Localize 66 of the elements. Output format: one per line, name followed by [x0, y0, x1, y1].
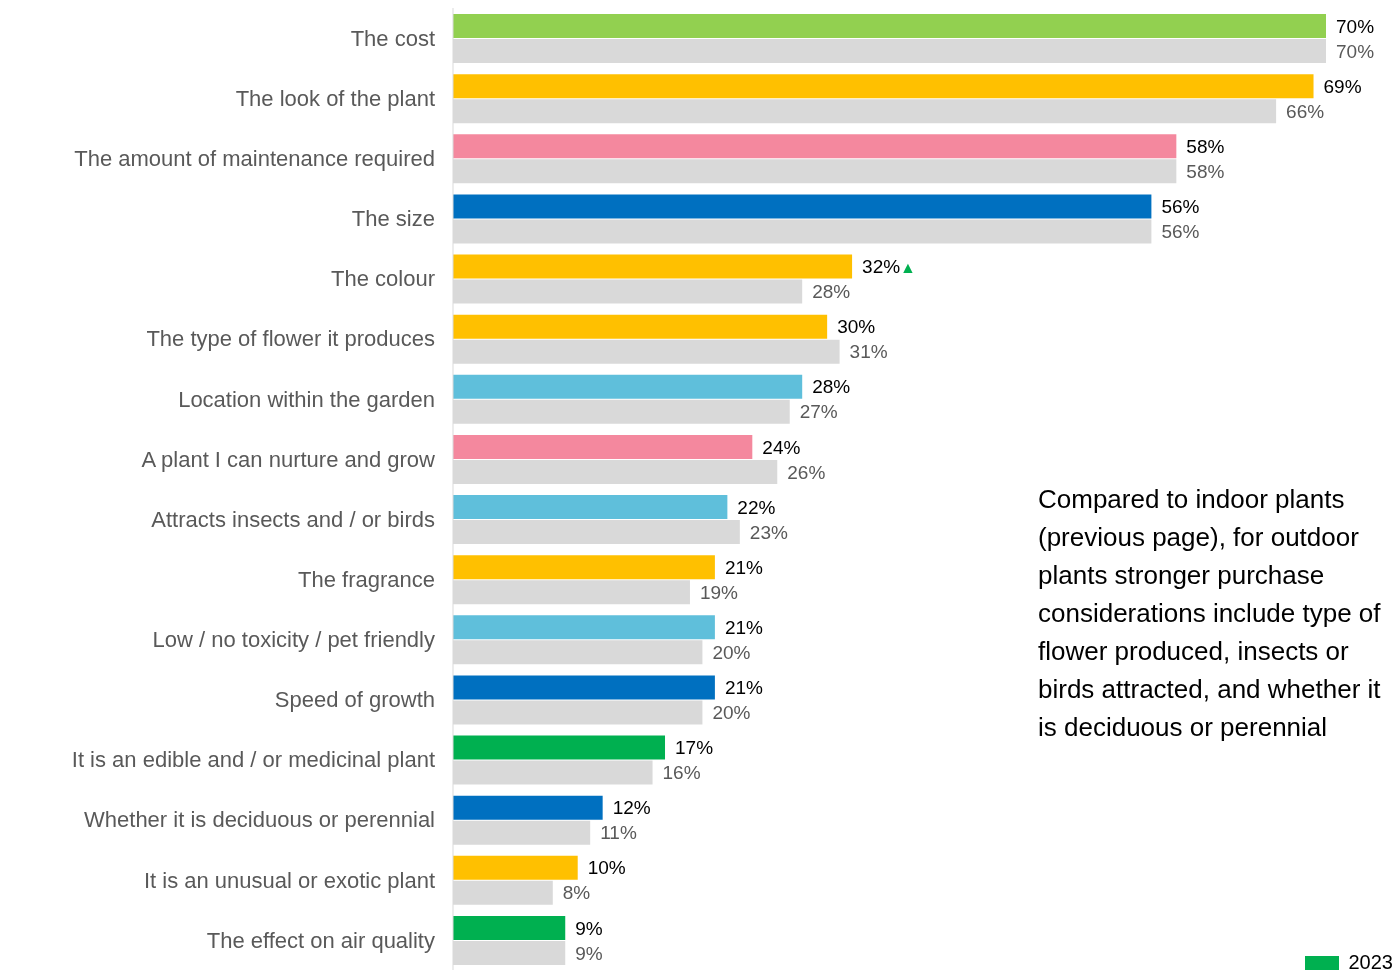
data-label: 66%: [1286, 100, 1325, 122]
data-label: 26%: [787, 461, 826, 483]
data-label: 32%▲: [862, 256, 916, 278]
y-tick-label: The type of flower it produces: [146, 326, 435, 352]
y-tick-label: Low / no toxicity / pet friendly: [152, 627, 435, 653]
data-label: 27%: [799, 401, 838, 423]
bar: [453, 735, 666, 760]
data-label: 21%: [724, 616, 764, 638]
data-label: 10%: [587, 857, 626, 879]
bar: [453, 915, 566, 940]
bar: [453, 495, 728, 519]
annotation: Compared to indoor plants (previous page), for outdoor plants stronger purchase considerations include type of flower produced, insects or birds attracted, and whether it is deciduous or perennial: [1038, 483, 1382, 744]
data-label: 20%: [712, 702, 751, 724]
data-label: 28%: [812, 281, 851, 303]
bar: [453, 374, 803, 399]
bar: [453, 194, 1152, 219]
data-label: 28%: [812, 376, 851, 398]
legend-label: 2023: [1348, 951, 1393, 970]
data-label: 30%: [837, 316, 876, 338]
data-label: 31%: [849, 341, 888, 363]
data-label: 11%: [600, 822, 637, 844]
data-label: 12%: [612, 797, 651, 819]
data-label: 56%: [1161, 221, 1200, 243]
data-label: 69%: [1323, 75, 1362, 97]
data-label: 58%: [1186, 160, 1225, 182]
data-label: 21%: [724, 677, 764, 699]
bar: [453, 74, 1314, 99]
data-label: 56%: [1161, 196, 1200, 218]
bar: [453, 254, 853, 279]
bar: [453, 314, 828, 339]
data-label: 21%: [724, 556, 764, 578]
data-label: 58%: [1186, 135, 1225, 157]
data-label: 20%: [712, 641, 751, 663]
data-label: 9%: [575, 942, 603, 964]
data-label: 22%: [737, 496, 776, 518]
bar: [453, 134, 1177, 159]
data-label: 8%: [562, 882, 591, 904]
bar: [453, 615, 715, 640]
data-label: 17%: [675, 737, 714, 759]
bar: [453, 795, 603, 820]
y-tick-label: It is an edible and / or medicinal plant: [71, 747, 435, 773]
data-label: 9%: [575, 917, 603, 939]
bar: [453, 555, 715, 580]
y-tick-label: It is an unusual or exotic plant: [143, 867, 435, 893]
y-tick-label: The size: [351, 206, 435, 232]
bar: [453, 675, 715, 700]
data-label: 16%: [662, 762, 701, 784]
y-tick-label: Whether it is deciduous or perennial: [84, 807, 435, 833]
y-tick-label: Attracts insects and / or birds: [151, 506, 435, 532]
y-tick-label: The effect on air quality: [206, 927, 435, 953]
y-tick-label: The look of the plant: [235, 86, 435, 111]
data-label: 70%: [1336, 15, 1375, 37]
y-tick-label: Location within the garden: [178, 386, 435, 412]
y-tick-label: The cost: [350, 25, 435, 51]
y-tick-label: The fragrance: [298, 567, 435, 592]
y-tick-label: Speed of growth: [274, 687, 435, 713]
data-label: 24%: [762, 436, 801, 458]
y-tick-label: A plant I can nurture and grow: [141, 446, 436, 472]
bar: [453, 14, 1326, 38]
y-tick-label: The colour: [331, 266, 435, 292]
data-label: 23%: [749, 521, 788, 543]
data-label: 19%: [699, 581, 739, 603]
data-label: 70%: [1336, 40, 1375, 62]
y-tick-label: The amount of maintenance required: [74, 146, 435, 172]
bar: [453, 434, 753, 459]
bar: [453, 855, 578, 880]
